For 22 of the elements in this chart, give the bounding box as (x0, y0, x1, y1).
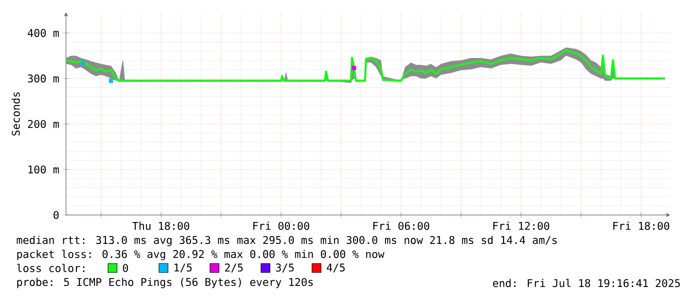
y-tick-label: 200 m (28, 120, 59, 128)
y-tick-label: 400 m (28, 28, 59, 37)
legend-title: loss color: (17, 264, 84, 272)
legend-label: 3/5 (276, 264, 294, 272)
legend-label: 0 (122, 264, 128, 272)
point (108, 78, 114, 83)
x-tick-label: Fri 06:00 (373, 222, 430, 230)
y-tick-label: 300 m (28, 74, 59, 83)
text: end: Fri Jul 18 19:16:41 2025 (493, 278, 680, 288)
y-axis-title: Seconds (12, 92, 20, 136)
y-tick-label: 100 m (28, 165, 59, 174)
legend-label: 1/5 (174, 264, 192, 272)
x-tick-label: Thu 18:00 (132, 222, 190, 230)
x-tick-label: Fri 12:00 (493, 222, 550, 230)
y-tick-label: 0 (54, 210, 59, 220)
legend-label: 2/5 (225, 264, 243, 272)
legend-label: 4/5 (326, 264, 345, 272)
text: median rtt: 313.0 ms avg 365.3 ms max 295.0 ms min 300.0 ms now 21.8 ms sd 14.4 am/s (16, 236, 557, 246)
text: probe: 5 ICMP Echo Pings (56 Bytes) every 120s (17, 278, 313, 288)
x-tick-label: Fri 18:00 (613, 222, 670, 230)
x-tick-label: Fri 00:00 (253, 222, 310, 230)
text: packet loss: 0.36 % avg 20.92 % max 0.00 % min 0.00 % now (17, 250, 384, 260)
